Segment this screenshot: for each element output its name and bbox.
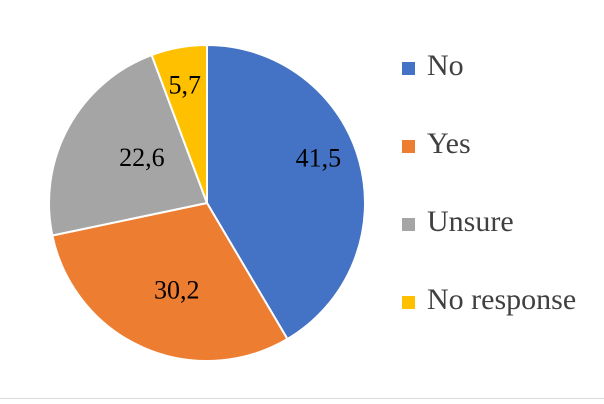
legend-label-no-response: No response	[427, 283, 577, 316]
data-label-no: 41,5	[296, 144, 342, 173]
legend-item-unsure: Unsure	[402, 204, 577, 240]
data-label-no-response: 5,7	[168, 71, 201, 100]
legend-swatch-unsure	[402, 218, 415, 231]
legend-item-yes: Yes	[402, 126, 577, 162]
pie-slice-no-response	[150, 43, 208, 204]
legend-swatch-no-response	[402, 296, 415, 309]
legend-label-unsure: Unsure	[427, 205, 514, 238]
pie-slice-yes	[51, 201, 289, 362]
pie-data-labels: 41,5 30,2 22,6 5,7	[119, 71, 341, 305]
legend-swatch-yes	[402, 140, 415, 153]
pie-slices	[48, 43, 367, 362]
legend-label-no: No	[427, 49, 464, 82]
legend-item-no-response: No response	[402, 282, 577, 318]
legend-label-yes: Yes	[427, 127, 471, 160]
legend-swatch-no	[402, 62, 415, 75]
legend-item-no: No	[402, 48, 577, 84]
data-label-yes: 30,2	[154, 275, 200, 304]
pie-slice-no	[206, 43, 367, 341]
data-label-unsure: 22,6	[119, 143, 165, 172]
bottom-divider	[0, 398, 604, 399]
